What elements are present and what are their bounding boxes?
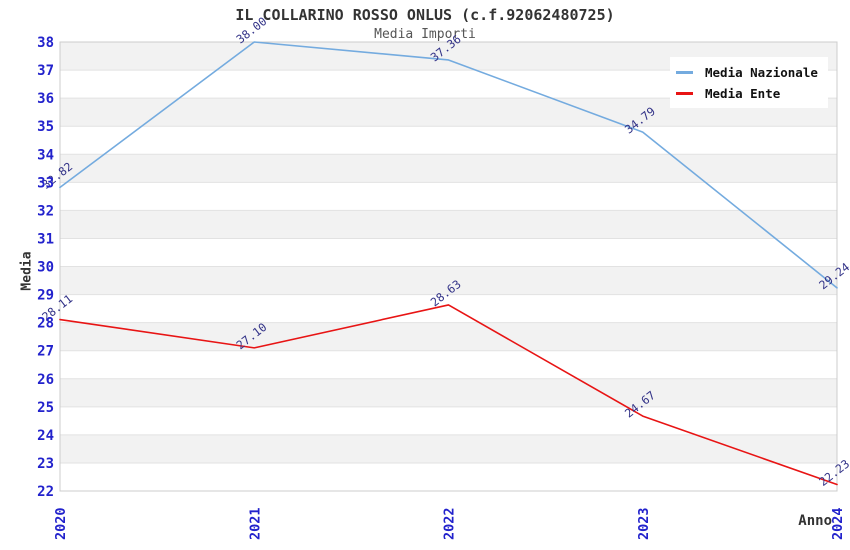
y-tick-label: 38 [37, 35, 54, 51]
legend-label: Media Ente [705, 86, 781, 101]
y-tick-label: 23 [37, 456, 54, 472]
y-tick-label: 30 [37, 260, 54, 276]
series-line-media-ente [59, 304, 838, 486]
x-tick-label: 2022 [442, 507, 458, 540]
y-tick-label: 36 [37, 91, 54, 107]
x-tick-label: 2020 [53, 507, 69, 540]
legend-item-media-ente: Media Ente [676, 86, 818, 101]
y-axis-label: Media [19, 251, 35, 291]
series-line-media-nazionale [59, 41, 838, 289]
legend-label: Media Nazionale [705, 65, 818, 80]
y-tick-label: 28 [37, 316, 54, 332]
x-axis-label: Anno [798, 513, 832, 529]
y-tick-label: 22 [37, 484, 54, 500]
grid-band [60, 434, 837, 463]
line-swatch-icon [676, 92, 693, 95]
y-tick-label: 26 [37, 372, 54, 388]
line-swatch-icon [676, 71, 693, 74]
y-tick-label: 35 [37, 119, 54, 135]
x-tick-label: 2021 [247, 507, 263, 540]
legend-item-media-nazionale: Media Nazionale [676, 65, 818, 80]
x-tick-label: 2024 [830, 507, 846, 540]
y-tick-label: 27 [37, 344, 54, 360]
grid-band [60, 378, 837, 407]
x-tick-label: 2023 [636, 507, 652, 540]
y-tick-label: 24 [37, 428, 54, 444]
y-tick-label: 37 [37, 63, 54, 79]
chart-subtitle: Media Importi [374, 27, 476, 42]
legend: Media Nazionale Media Ente [670, 57, 828, 108]
y-tick-label: 34 [37, 147, 54, 163]
grid-band [60, 322, 837, 351]
y-tick-label: 31 [37, 231, 54, 247]
chart-title: IL COLLARINO ROSSO ONLUS (c.f.9206248072… [235, 6, 615, 24]
y-tick-label: 29 [37, 288, 54, 304]
y-tick-label: 25 [37, 400, 54, 416]
y-tick-label: 32 [37, 203, 54, 219]
y-tick-label: 33 [37, 175, 54, 191]
grid-band [60, 210, 837, 239]
grid-band [60, 266, 837, 295]
plot-border [59, 41, 838, 492]
grid-band [60, 154, 837, 183]
